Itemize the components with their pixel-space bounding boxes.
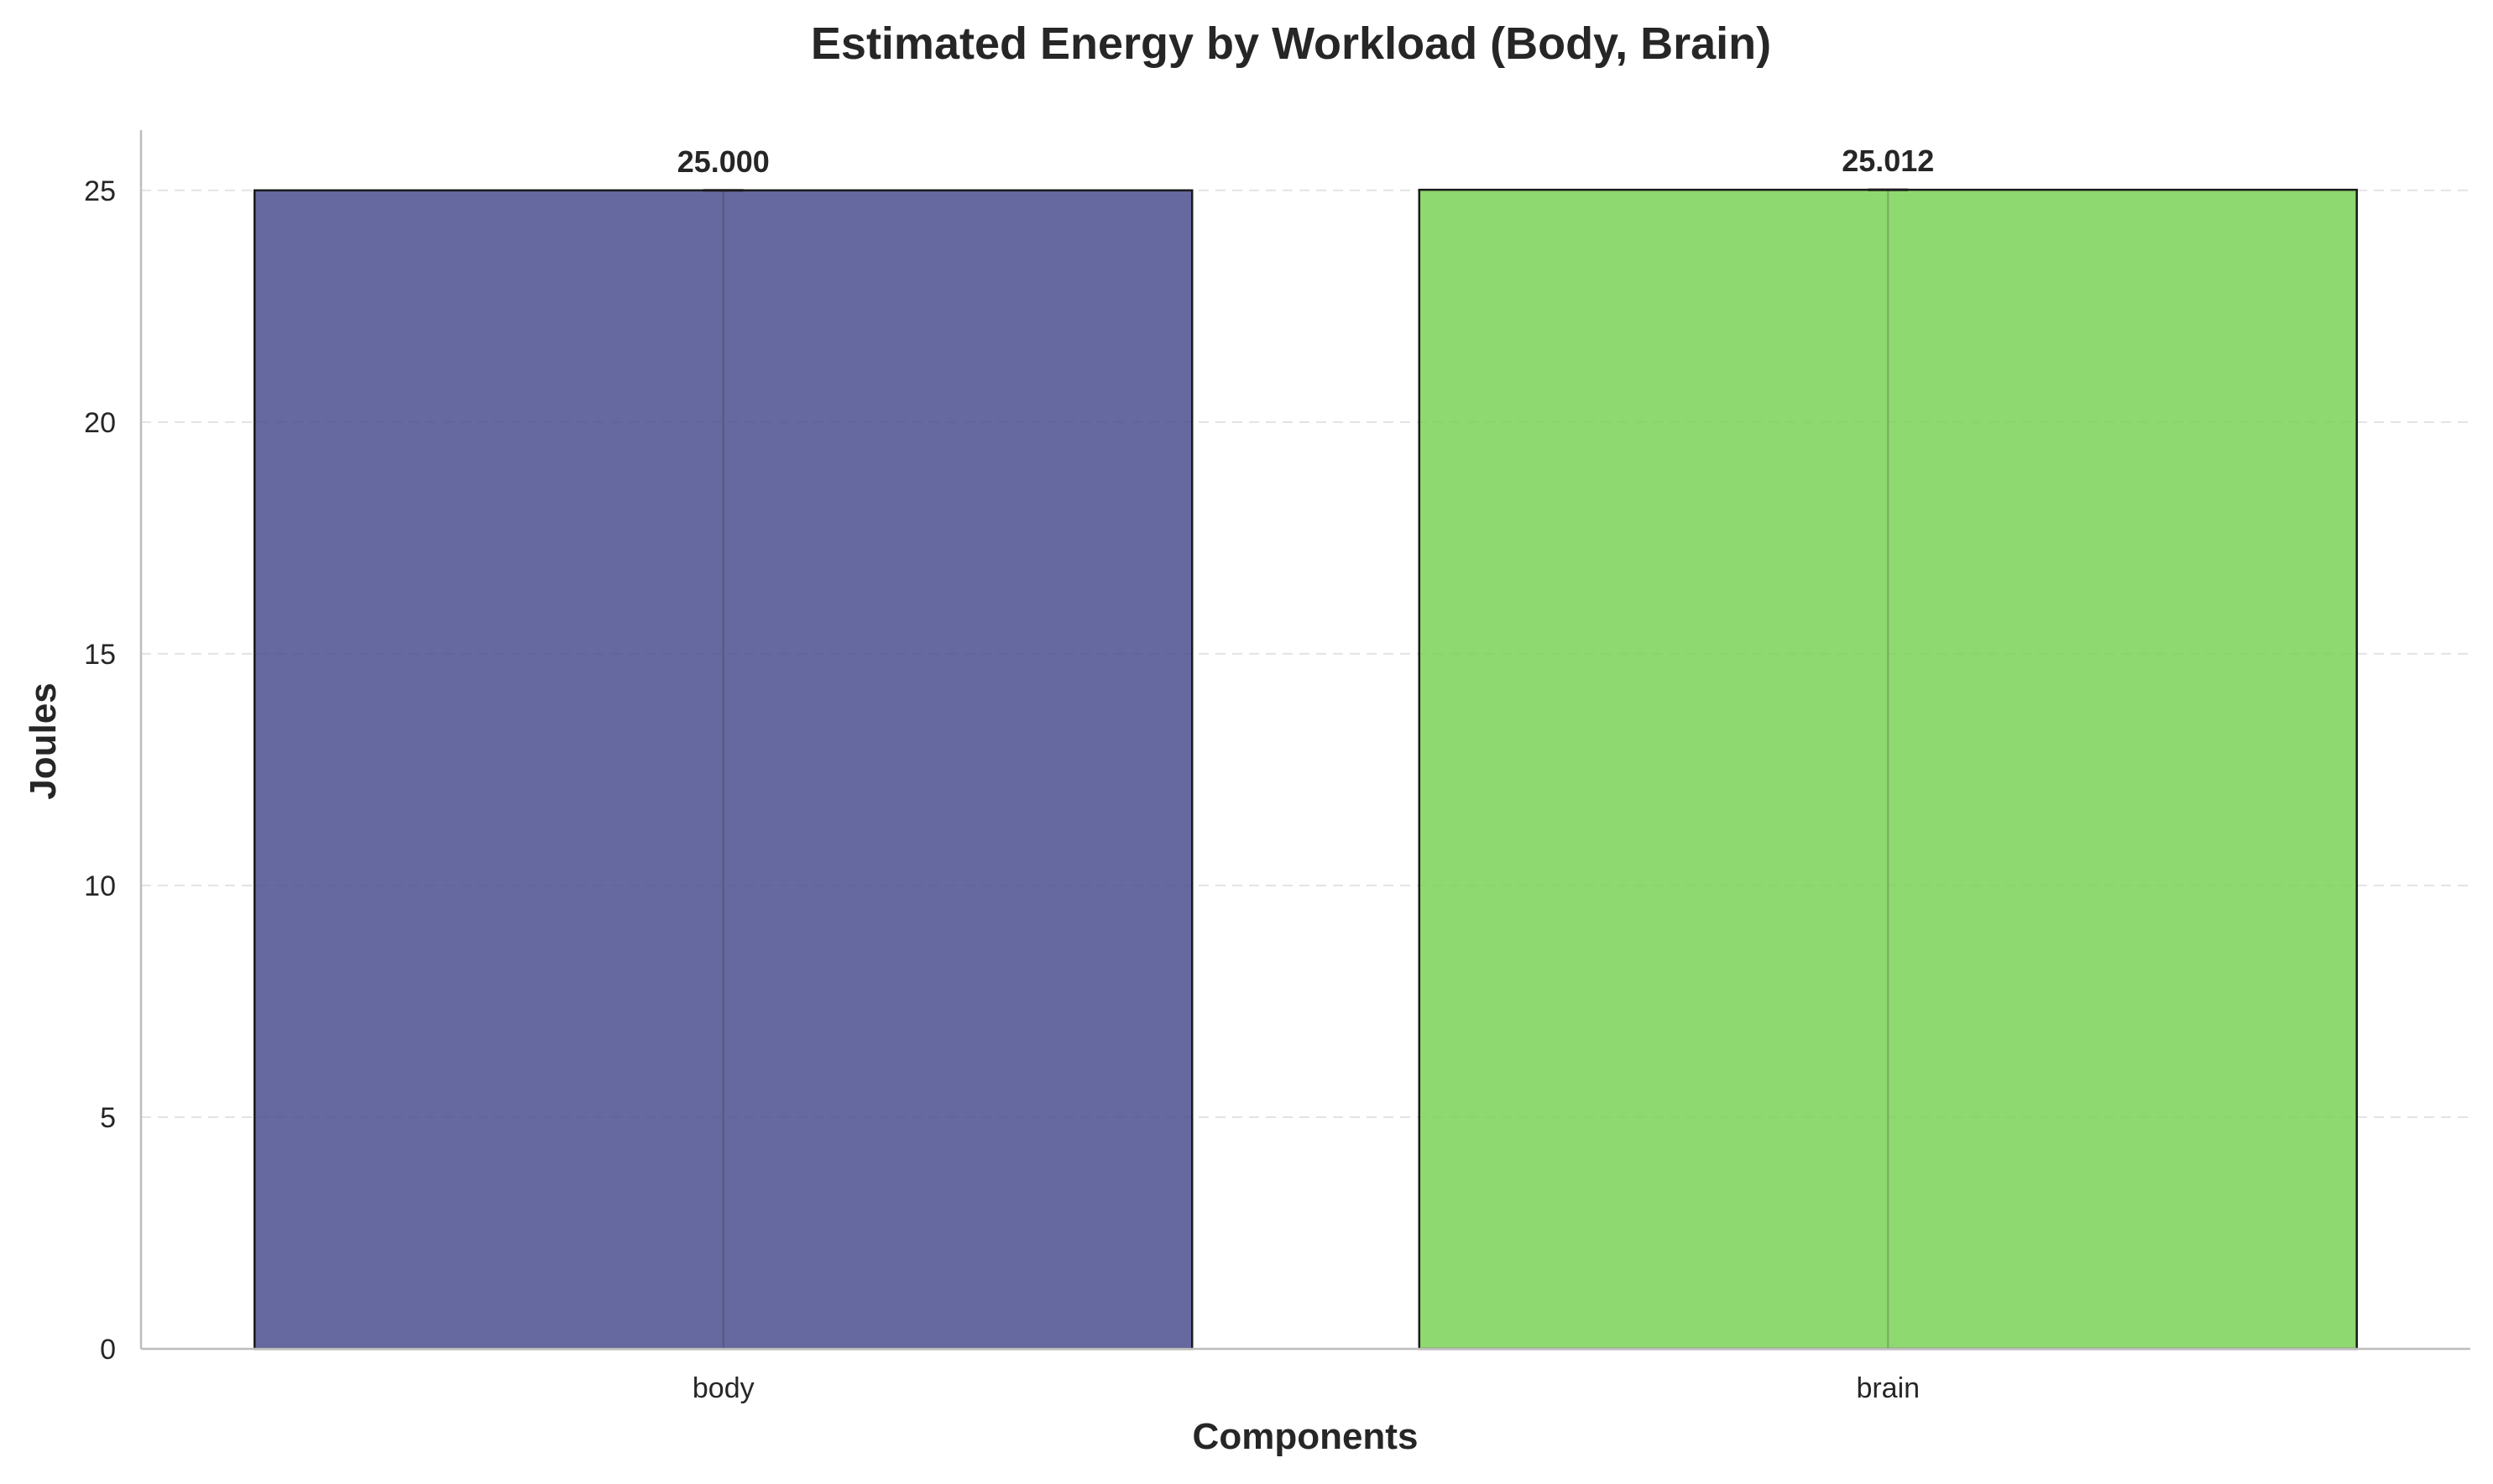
y-tick-label: 0	[100, 1334, 116, 1366]
y-tick-labels: 0 5 10 15 20 25	[84, 175, 116, 1366]
y-tick-label: 20	[84, 407, 116, 439]
value-labels: 25.000 25.012	[677, 144, 1935, 179]
x-tick-label-brain: brain	[1856, 1372, 1920, 1404]
value-label-body: 25.000	[677, 144, 770, 179]
x-tick-label-body: body	[692, 1372, 755, 1404]
x-axis-title: Components	[1193, 1416, 1419, 1457]
error-bars	[703, 188, 1909, 1349]
y-tick-label: 15	[84, 639, 116, 671]
chart-title: Estimated Energy by Workload (Body, Brai…	[811, 18, 1771, 69]
y-axis-title: Joules	[23, 682, 64, 799]
y-tick-label: 10	[84, 870, 116, 902]
y-tick-label: 5	[100, 1102, 116, 1134]
value-label-brain: 25.012	[1842, 144, 1934, 178]
bars	[253, 188, 2358, 1351]
x-tick-labels: body brain	[692, 1372, 1920, 1404]
bar-brain	[1418, 188, 2358, 1351]
bar-body	[253, 189, 1194, 1351]
y-tick-label: 25	[84, 175, 116, 207]
